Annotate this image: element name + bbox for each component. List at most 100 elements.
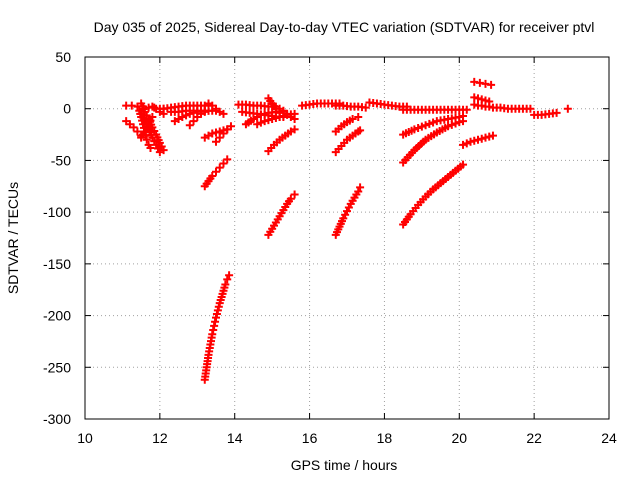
x-tick-label: 24 xyxy=(601,430,617,446)
y-tick-label: -50 xyxy=(51,152,71,168)
data-point xyxy=(215,163,224,172)
data-point xyxy=(470,136,479,145)
data-point xyxy=(264,116,273,125)
data-point xyxy=(185,121,194,130)
data-point xyxy=(260,109,269,118)
data-point xyxy=(225,271,234,280)
data-point xyxy=(148,112,157,121)
data-point xyxy=(271,114,280,123)
data-point xyxy=(474,94,482,103)
data-point xyxy=(204,106,213,115)
data-point xyxy=(447,120,456,129)
data-point xyxy=(475,78,484,87)
data-point xyxy=(223,155,232,164)
data-point xyxy=(526,104,535,113)
data-point xyxy=(212,167,220,176)
y-tick-label: -200 xyxy=(43,308,71,324)
y-tick-label: -300 xyxy=(43,411,71,427)
data-point xyxy=(219,109,228,118)
data-point xyxy=(212,137,220,146)
data-point xyxy=(417,122,426,131)
data-point xyxy=(470,93,479,102)
data-point xyxy=(485,132,494,141)
data-point xyxy=(429,118,438,127)
data-point xyxy=(356,183,365,192)
data-point xyxy=(208,171,217,180)
data-point xyxy=(286,194,295,203)
chart-title: Day 035 of 2025, Sidereal Day-to-day VTE… xyxy=(94,19,595,35)
data-point xyxy=(268,115,277,124)
y-tick-label: -250 xyxy=(43,359,71,375)
data-point xyxy=(200,107,209,116)
data-point xyxy=(361,103,370,112)
data-point xyxy=(354,187,363,196)
data-point xyxy=(421,121,430,130)
y-tick-label: -150 xyxy=(43,256,71,272)
data-point xyxy=(189,117,198,126)
data-point xyxy=(129,123,138,132)
x-tick-label: 10 xyxy=(77,430,93,446)
data-point xyxy=(470,100,479,109)
data-point xyxy=(356,126,365,135)
plot-frame xyxy=(84,56,610,420)
x-tick-label: 14 xyxy=(227,430,243,446)
data-point xyxy=(253,120,262,129)
data-point xyxy=(459,140,468,149)
data-point xyxy=(212,128,220,137)
data-point xyxy=(223,275,232,284)
data-point xyxy=(477,134,486,143)
data-point xyxy=(552,108,561,117)
data-point xyxy=(256,110,265,119)
data-point xyxy=(226,122,235,131)
data-point xyxy=(290,125,299,134)
x-tick-label: 16 xyxy=(302,430,318,446)
data-point xyxy=(221,280,230,289)
data-point xyxy=(189,108,198,117)
data-point xyxy=(477,101,486,110)
data-point xyxy=(485,102,494,111)
data-point xyxy=(290,190,299,199)
data-point xyxy=(219,129,228,138)
data-point xyxy=(290,115,299,124)
data-point xyxy=(127,101,136,110)
data-point xyxy=(459,117,468,126)
data-point xyxy=(481,133,490,142)
y-tick-label: 50 xyxy=(55,49,71,65)
data-point xyxy=(451,119,460,128)
data-point xyxy=(444,122,453,131)
data-point xyxy=(185,109,194,118)
data-point xyxy=(462,105,471,114)
x-tick-label: 20 xyxy=(451,430,467,446)
data-point xyxy=(256,118,265,127)
data-point xyxy=(219,159,228,168)
y-tick-label: 0 xyxy=(63,101,71,117)
data-point xyxy=(470,77,479,86)
data-point xyxy=(474,135,482,144)
data-point xyxy=(142,135,151,144)
data-point xyxy=(425,119,434,128)
x-axis-label: GPS time / hours xyxy=(291,457,398,473)
x-tick-label: 12 xyxy=(152,430,168,446)
data-point xyxy=(414,124,423,133)
data-point xyxy=(208,129,217,138)
data-point xyxy=(133,127,142,136)
data-point xyxy=(488,131,497,140)
data-point xyxy=(481,79,490,88)
data-point xyxy=(155,148,164,157)
data-point xyxy=(563,104,572,113)
data-point xyxy=(354,112,363,121)
data-point xyxy=(455,118,464,127)
y-axis-label: SDTVAR / TECUs xyxy=(5,182,21,294)
data-point xyxy=(348,115,357,124)
x-tick-label: 22 xyxy=(526,430,542,446)
axis-ticks: 10 12 14 16 18 20 22 24 50 0 -50 -100 -150 -200 -250 -3… xyxy=(43,49,617,446)
data-point xyxy=(466,137,475,146)
x-tick-label: 18 xyxy=(377,430,393,446)
data-point xyxy=(487,80,496,89)
data-point xyxy=(462,139,471,148)
data-point xyxy=(146,144,155,153)
data-point xyxy=(215,133,224,142)
data-point xyxy=(260,117,269,126)
data-point xyxy=(182,111,191,120)
